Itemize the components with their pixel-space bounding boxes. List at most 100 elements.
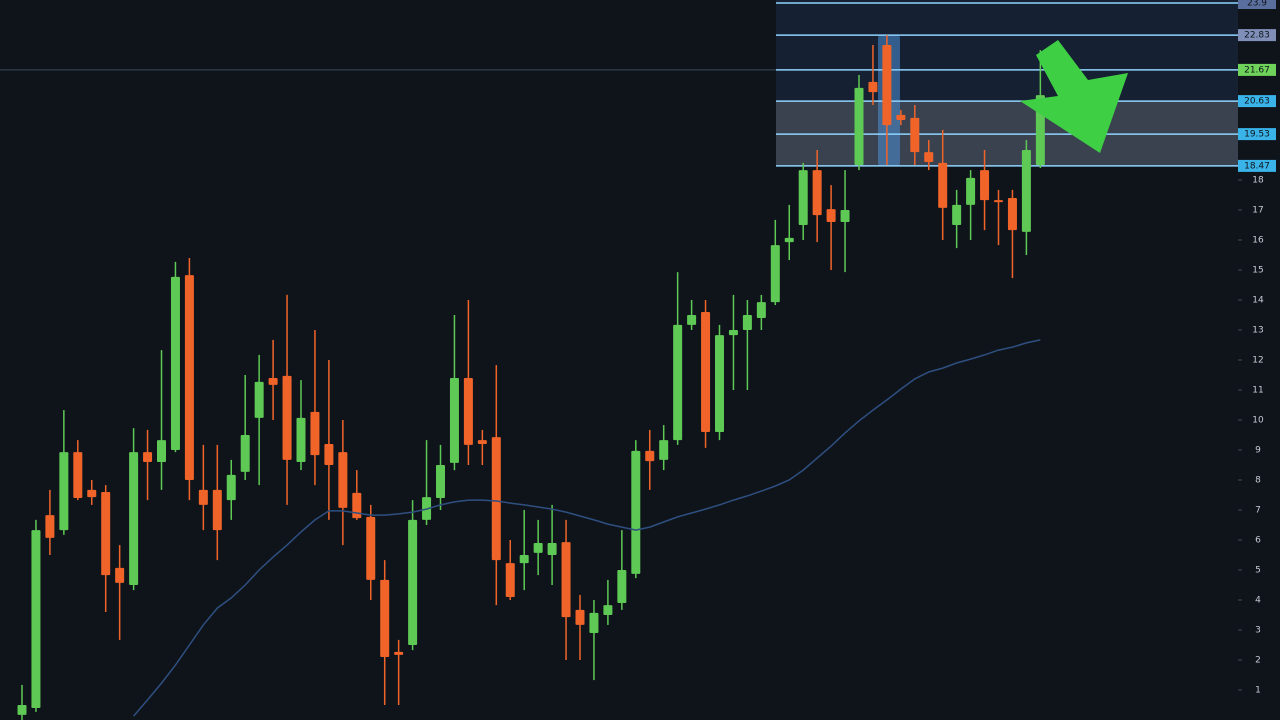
candle-body	[547, 543, 557, 555]
candle-body	[756, 302, 766, 318]
level-box	[1238, 128, 1276, 141]
y-tick-label: 2	[1255, 656, 1261, 666]
candle-body	[87, 489, 97, 498]
candle-body	[770, 245, 780, 303]
candle-body	[366, 516, 376, 580]
y-tick-label: 1	[1255, 686, 1261, 696]
candle-body	[896, 114, 906, 120]
candle-body	[882, 45, 892, 126]
candle-body	[352, 492, 362, 519]
candle-body	[854, 87, 864, 165]
candle-body	[491, 437, 501, 561]
candle-body	[310, 411, 320, 456]
level-label: 19.53	[1244, 130, 1270, 140]
y-tick-label: 11	[1252, 386, 1263, 396]
y-tick-label: 9	[1255, 446, 1261, 456]
candle-body	[282, 375, 292, 460]
level-label: 22.83	[1244, 31, 1270, 41]
candle-body	[408, 519, 418, 645]
candle-body	[17, 705, 27, 715]
level-box	[1238, 95, 1276, 108]
moving-average	[133, 339, 1041, 717]
level-label: 21.67	[1244, 65, 1270, 75]
candle-body	[1007, 198, 1017, 231]
level-box	[1238, 63, 1276, 76]
y-tick-label: 5	[1255, 566, 1261, 576]
y-tick-label: 16	[1252, 236, 1264, 246]
candle-body	[338, 452, 348, 508]
candle-body	[826, 209, 836, 222]
candle-body	[687, 315, 697, 325]
candle-body	[73, 452, 83, 498]
candle-body	[784, 237, 794, 243]
candle-body	[184, 275, 194, 480]
level-label: 20.63	[1244, 97, 1270, 107]
y-tick-label: 15	[1252, 266, 1263, 276]
arrow	[1020, 40, 1128, 153]
y-tick-label: 10	[1252, 416, 1264, 426]
candle-body	[170, 276, 180, 450]
candle-body	[966, 177, 976, 205]
candle-body	[868, 81, 878, 93]
candle-body	[380, 579, 390, 657]
candle-body	[742, 315, 752, 330]
candle-body	[129, 452, 139, 585]
candle-body	[589, 612, 599, 633]
candle-body	[603, 605, 613, 615]
candle-body	[938, 162, 948, 208]
candle-body	[994, 200, 1003, 203]
candle-body	[645, 450, 655, 462]
candle-body	[575, 609, 585, 625]
candle-body	[101, 492, 111, 576]
y-tick-label: 14	[1252, 296, 1264, 306]
candle-body	[254, 381, 264, 418]
candle-body	[617, 570, 627, 603]
candle-body	[436, 465, 445, 498]
candle-body	[59, 452, 69, 531]
candle-body	[673, 324, 683, 441]
candle-body	[157, 440, 166, 462]
y-tick-label: 13	[1252, 326, 1263, 336]
candle-body	[812, 170, 822, 216]
level-box	[1238, 29, 1276, 42]
candle-body	[394, 651, 404, 655]
y-tick-label: 6	[1255, 536, 1261, 546]
candle-body	[728, 330, 738, 336]
candle-body	[533, 543, 543, 553]
candle-body	[212, 489, 222, 531]
level-label: 23.9	[1247, 0, 1267, 9]
candle-body	[924, 152, 934, 162]
level-box	[1238, 159, 1276, 172]
y-tick-label: 4	[1255, 596, 1261, 606]
candle-body	[477, 440, 487, 444]
candle-body	[631, 450, 641, 574]
candle-body	[701, 312, 711, 432]
y-tick-label: 12	[1252, 356, 1263, 366]
y-tick-label: 17	[1252, 206, 1263, 216]
candle-body	[198, 489, 208, 505]
candle-body	[31, 530, 41, 708]
candle-body	[45, 515, 55, 538]
candle-body	[449, 378, 459, 463]
candle-body	[324, 444, 334, 465]
candle-body	[715, 335, 724, 432]
candle-body	[226, 474, 236, 501]
candle-body	[268, 378, 278, 385]
candle-body	[463, 378, 473, 445]
candle-body	[910, 117, 920, 153]
y-tick-label: 18	[1252, 176, 1264, 186]
candle-body	[561, 542, 571, 618]
candle-body	[952, 204, 962, 225]
candle-body	[519, 555, 529, 564]
y-tick-label: 8	[1255, 476, 1261, 486]
candle-body	[1021, 150, 1031, 232]
candle-body	[505, 563, 515, 597]
level-label: 18.47	[1244, 161, 1270, 171]
candle-body	[798, 170, 808, 225]
candle-body	[240, 435, 250, 472]
level-box	[1238, 0, 1276, 9]
y-tick-label: 3	[1255, 626, 1261, 636]
candle-body	[659, 440, 669, 460]
